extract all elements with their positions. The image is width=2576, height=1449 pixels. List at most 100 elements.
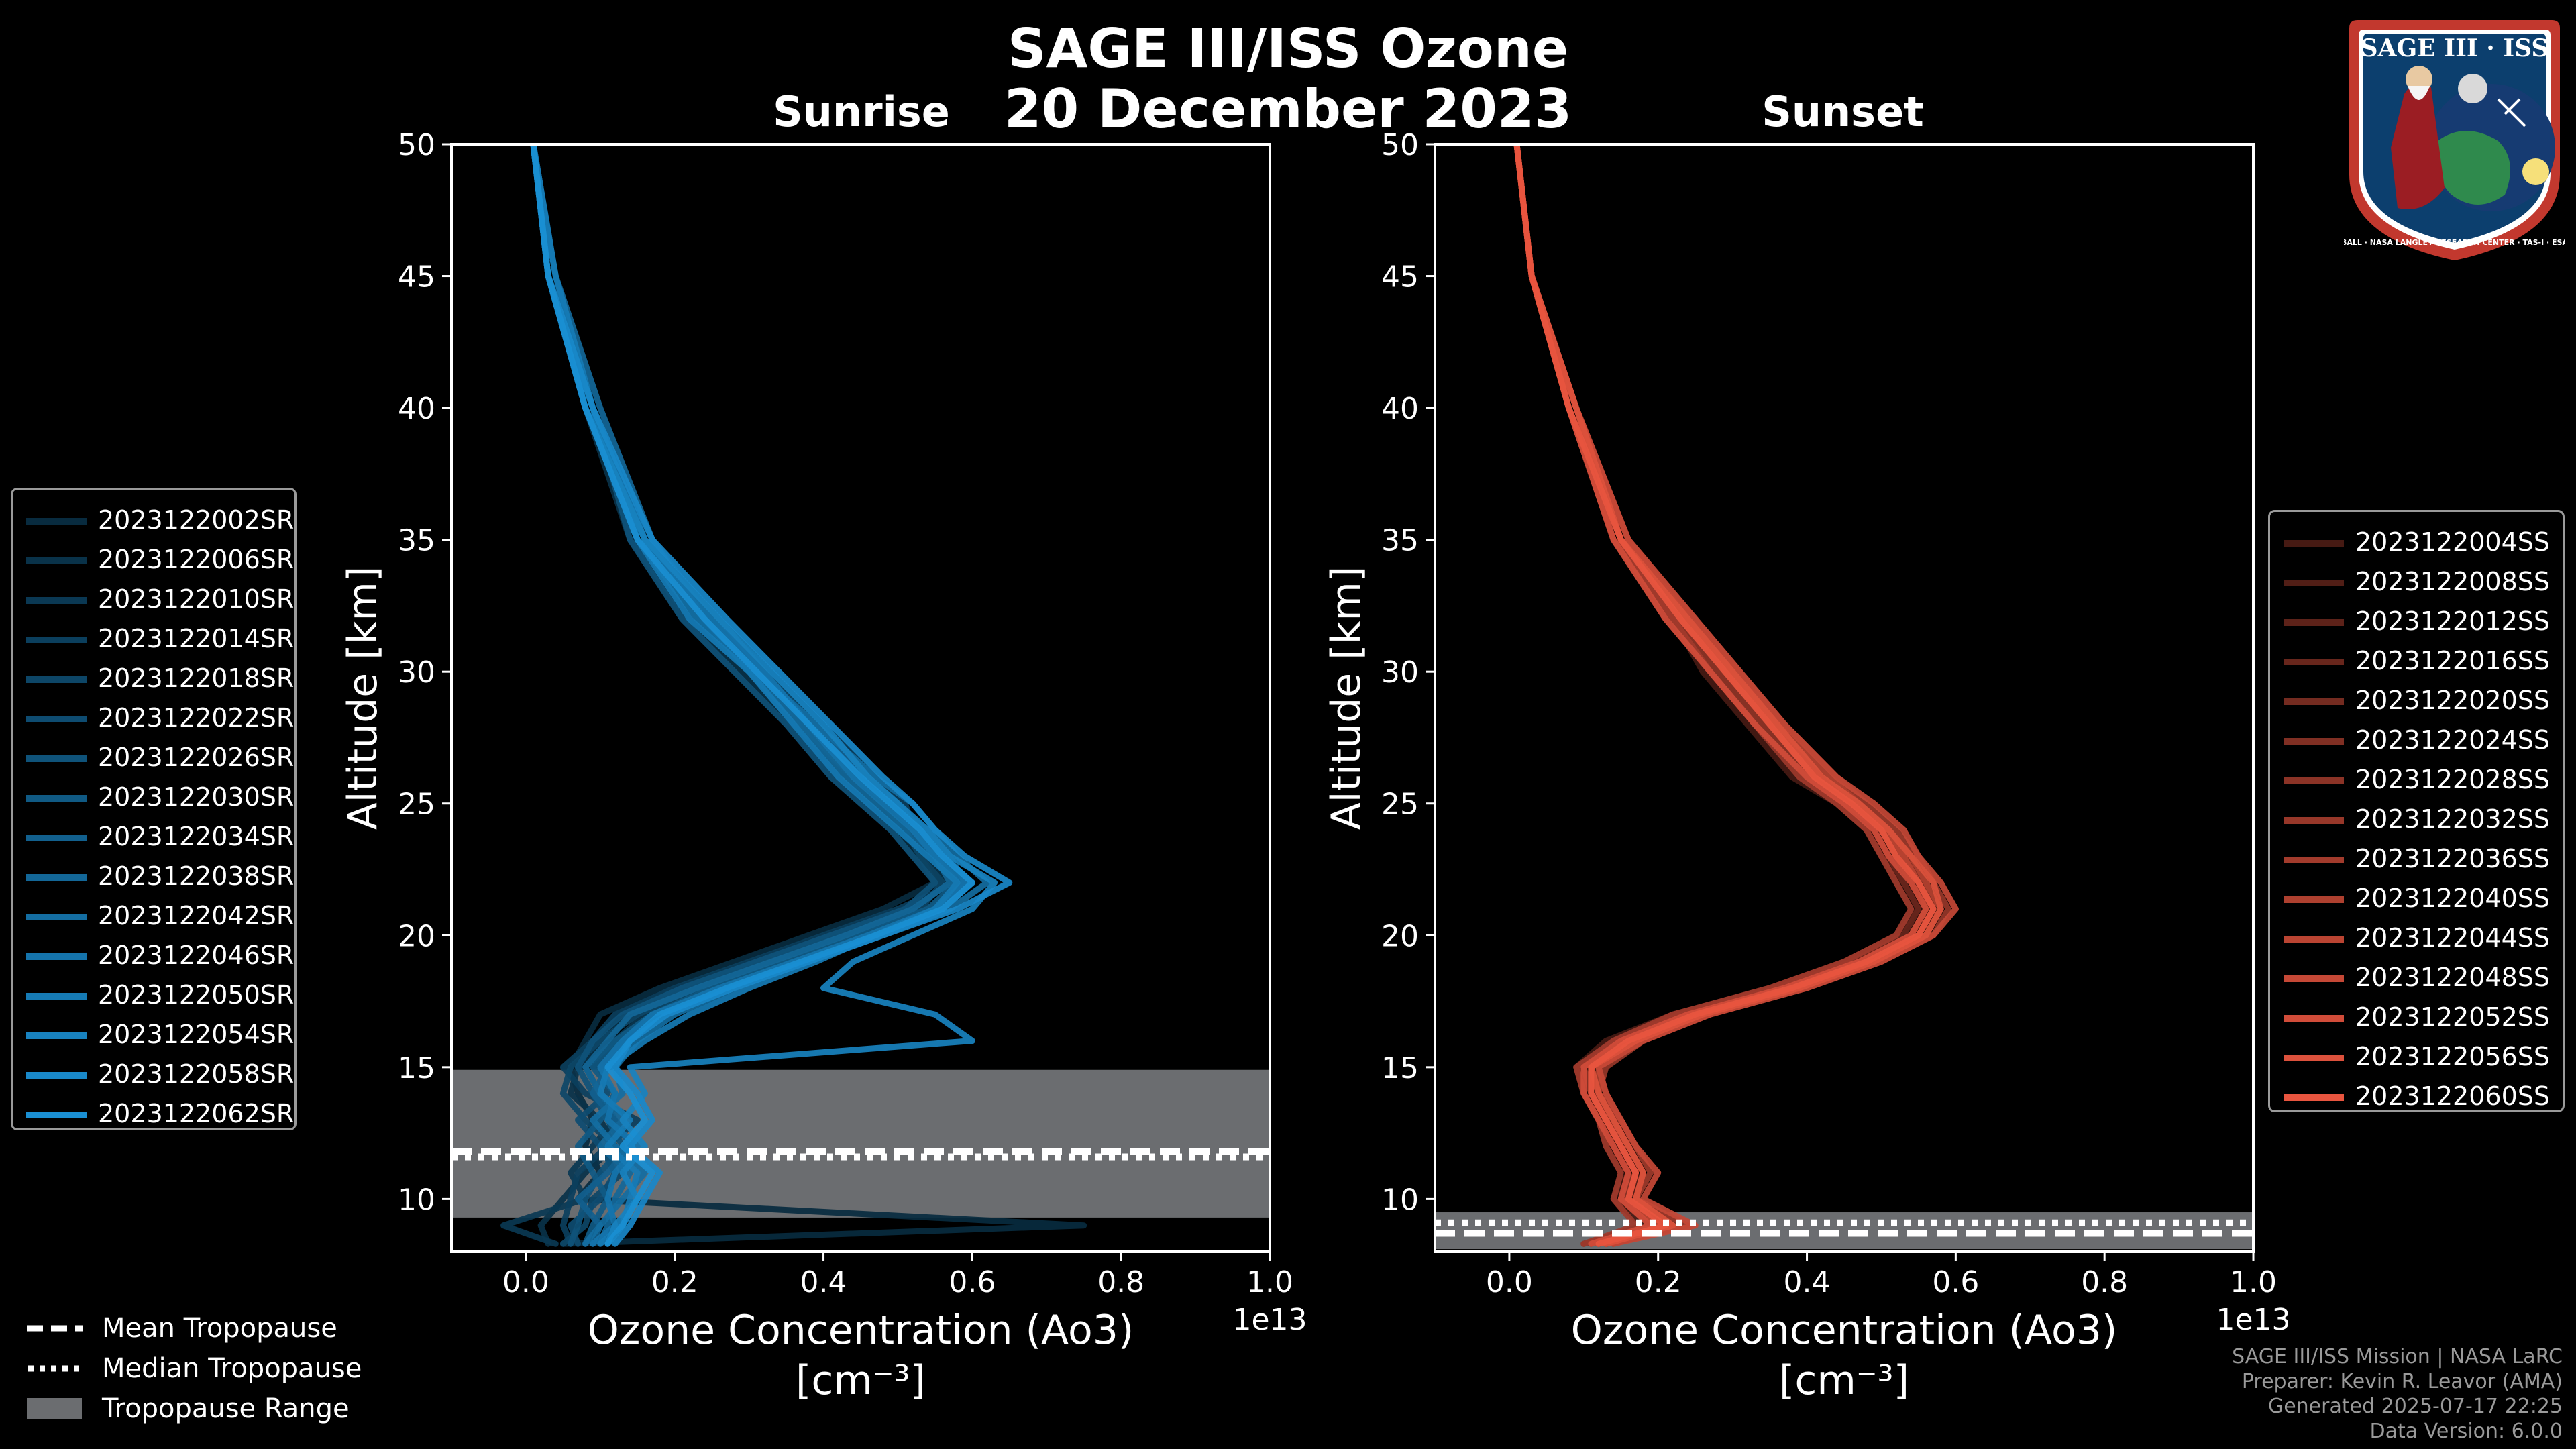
sunset-legend-item: 2023122012SS [2270, 602, 2563, 641]
sunset-ytick-label: 20 [1381, 919, 1419, 953]
credits-data-version: Data Version: 6.0.0 [2369, 1419, 2563, 1443]
earth-icon [2436, 131, 2510, 205]
sunrise-xtick-label: 1.0 [1246, 1265, 1293, 1299]
sunset-ytick-label: 40 [1381, 392, 1419, 426]
sunrise-legend-item: 2023122062SR [13, 1094, 294, 1133]
sunrise-legend-label: 2023122050SR [98, 980, 294, 1010]
sunrise-legend-item: 2023122010SR [13, 580, 294, 619]
sunset-ytick-label: 35 [1381, 524, 1419, 558]
sunset-ytick-label: 10 [1381, 1183, 1419, 1217]
sunrise-legend-swatch [26, 716, 87, 722]
mean-tropopause-swatch [27, 1325, 83, 1332]
sunrise-legend-label: 2023122054SR [98, 1020, 294, 1049]
sunrise-legend-item: 2023122058SR [13, 1055, 294, 1093]
sunset-xtick-label: 0.4 [1784, 1265, 1831, 1299]
sunrise-legend-label: 2023122018SR [98, 663, 294, 693]
sunrise-ytick-label: 15 [398, 1051, 435, 1085]
median-tropopause-swatch [28, 1365, 83, 1372]
sunrise-xlabel: Ozone Concentration (Ao3) [588, 1307, 1134, 1354]
credits-preparer: Preparer: Kevin R. Leavor (AMA) [2241, 1370, 2563, 1393]
sunset-xlabel: Ozone Concentration (Ao3) [1571, 1307, 2118, 1354]
sunrise-legend-label: 2023122026SR [98, 743, 294, 772]
sunset-x-offset-text: 1e13 [2216, 1303, 2290, 1337]
sunset-series-group [1513, 144, 1959, 1247]
sunrise-legend-item: 2023122026SR [13, 738, 294, 777]
sunrise-legend-swatch [26, 914, 87, 920]
median-tropopause-label: Median Tropopause [102, 1353, 362, 1384]
sunrise-legend-label: 2023122062SR [98, 1099, 294, 1128]
sunrise-legend-swatch [26, 1072, 87, 1079]
mean-tropopause-legend-item: Mean Tropopause [27, 1308, 429, 1348]
sunset-legend-label: 2023122048SS [2355, 963, 2551, 992]
sunrise-legend-swatch [26, 874, 87, 881]
sunrise-legend-swatch [26, 835, 87, 841]
sunset-legend-swatch [2284, 777, 2344, 784]
sunrise-ytick-label: 10 [398, 1183, 435, 1217]
sunset-legend-swatch [2284, 540, 2344, 547]
sunset-legend-item: 2023122024SS [2270, 720, 2563, 759]
tropopause-range-legend-item: Tropopause Range [27, 1389, 429, 1429]
sunset-legend-swatch [2284, 857, 2344, 863]
sunrise-legend-label: 2023122010SR [98, 584, 294, 614]
sunrise-legend-label: 2023122034SR [98, 822, 294, 851]
sunset-legend-label: 2023122044SS [2355, 923, 2551, 953]
sunset-legend-item: 2023122036SS [2270, 839, 2563, 878]
sunrise-legend-item: 2023122018SR [13, 659, 294, 698]
sunset-legend-swatch [2284, 1055, 2344, 1061]
sunrise-legend-swatch [26, 518, 87, 525]
sunrise-legend-swatch [26, 953, 87, 960]
sunrise-ytick-label: 20 [398, 919, 435, 953]
median-tropopause-legend-item: Median Tropopause [27, 1348, 429, 1389]
credits-mission: SAGE III/ISS Mission | NASA LaRC [2232, 1345, 2563, 1368]
sunrise-xtick-label: 0.2 [651, 1265, 698, 1299]
sunset-xlabel-units: [cm⁻³] [1779, 1357, 1909, 1404]
sunrise-profile-2023122026SR [530, 144, 938, 1247]
sunrise-ytick-label: 30 [398, 655, 435, 690]
sunset-xtick-label: 0.8 [2081, 1265, 2128, 1299]
sunrise-xlabel-units: [cm⁻³] [796, 1357, 926, 1404]
sunset-legend-swatch [2284, 619, 2344, 626]
sunrise-legend-label: 2023122002SR [98, 505, 294, 535]
sunrise-ylabel: Altitude [km] [339, 566, 386, 830]
sunrise-ytick-label: 25 [398, 788, 435, 822]
sunset-profile-2023122060SS [1513, 144, 1937, 1247]
sunrise-legend-item: 2023122014SR [13, 619, 294, 658]
chart-title-line1: SAGE III/ISS Ozone [1007, 17, 1569, 80]
badge-top-text: SAGE III · ISS [2361, 34, 2549, 62]
sunrise-legend-item: 2023122054SR [13, 1015, 294, 1054]
sunrise-legend-item: 2023122002SR [13, 500, 294, 539]
sunset-legend-swatch [2284, 1094, 2344, 1101]
sunrise-legend-swatch [26, 993, 87, 1000]
sunset-legend-label: 2023122020SS [2355, 686, 2551, 715]
sunrise-profile-2023122054SR [530, 144, 998, 1247]
sunrise-xtick-label: 0.6 [949, 1265, 996, 1299]
sunrise-legend-item: 2023122050SR [13, 975, 294, 1014]
sunrise-legend-label: 2023122046SR [98, 941, 294, 970]
sunset-legend-item: 2023122032SS [2270, 800, 2563, 839]
sun-icon [2522, 158, 2549, 185]
sunset-ytick-label: 25 [1381, 788, 1419, 822]
sunset-legend-label: 2023122052SS [2355, 1002, 2551, 1032]
sunset-legend-label: 2023122008SS [2355, 567, 2551, 596]
sunrise-legend-swatch [26, 795, 87, 802]
sunrise-legend-label: 2023122022SR [98, 703, 294, 733]
sunset-legend-swatch [2284, 738, 2344, 745]
sunrise-xtick-label: 0.0 [502, 1265, 549, 1299]
sunset-legend-swatch [2284, 936, 2344, 943]
sunset-legend-item: 2023122040SS [2270, 879, 2563, 918]
sunrise-legend-item: 2023122034SR [13, 817, 294, 856]
sunrise-legend-label: 2023122042SR [98, 901, 294, 930]
sunset-legend-label: 2023122056SS [2355, 1042, 2551, 1071]
sunrise-legend-label: 2023122058SR [98, 1059, 294, 1089]
sunset-ytick-label: 50 [1381, 128, 1419, 162]
tropopause-range-label: Tropopause Range [102, 1393, 350, 1424]
sunset-legend-swatch [2284, 698, 2344, 705]
sunset-ytick-label: 45 [1381, 260, 1419, 294]
sunset-xtick-label: 0.6 [1932, 1265, 1979, 1299]
sunset-legend-swatch [2284, 659, 2344, 665]
sunset-legend-swatch [2284, 975, 2344, 982]
sunset-ylabel: Altitude [km] [1323, 566, 1370, 830]
credits-generated: Generated 2025-07-17 22:25 [2267, 1395, 2563, 1418]
sunset-legend-swatch [2284, 1015, 2344, 1022]
badge-bottom-text: BALL · NASA LANGLEY RESEARCH CENTER · TA… [2344, 238, 2565, 247]
